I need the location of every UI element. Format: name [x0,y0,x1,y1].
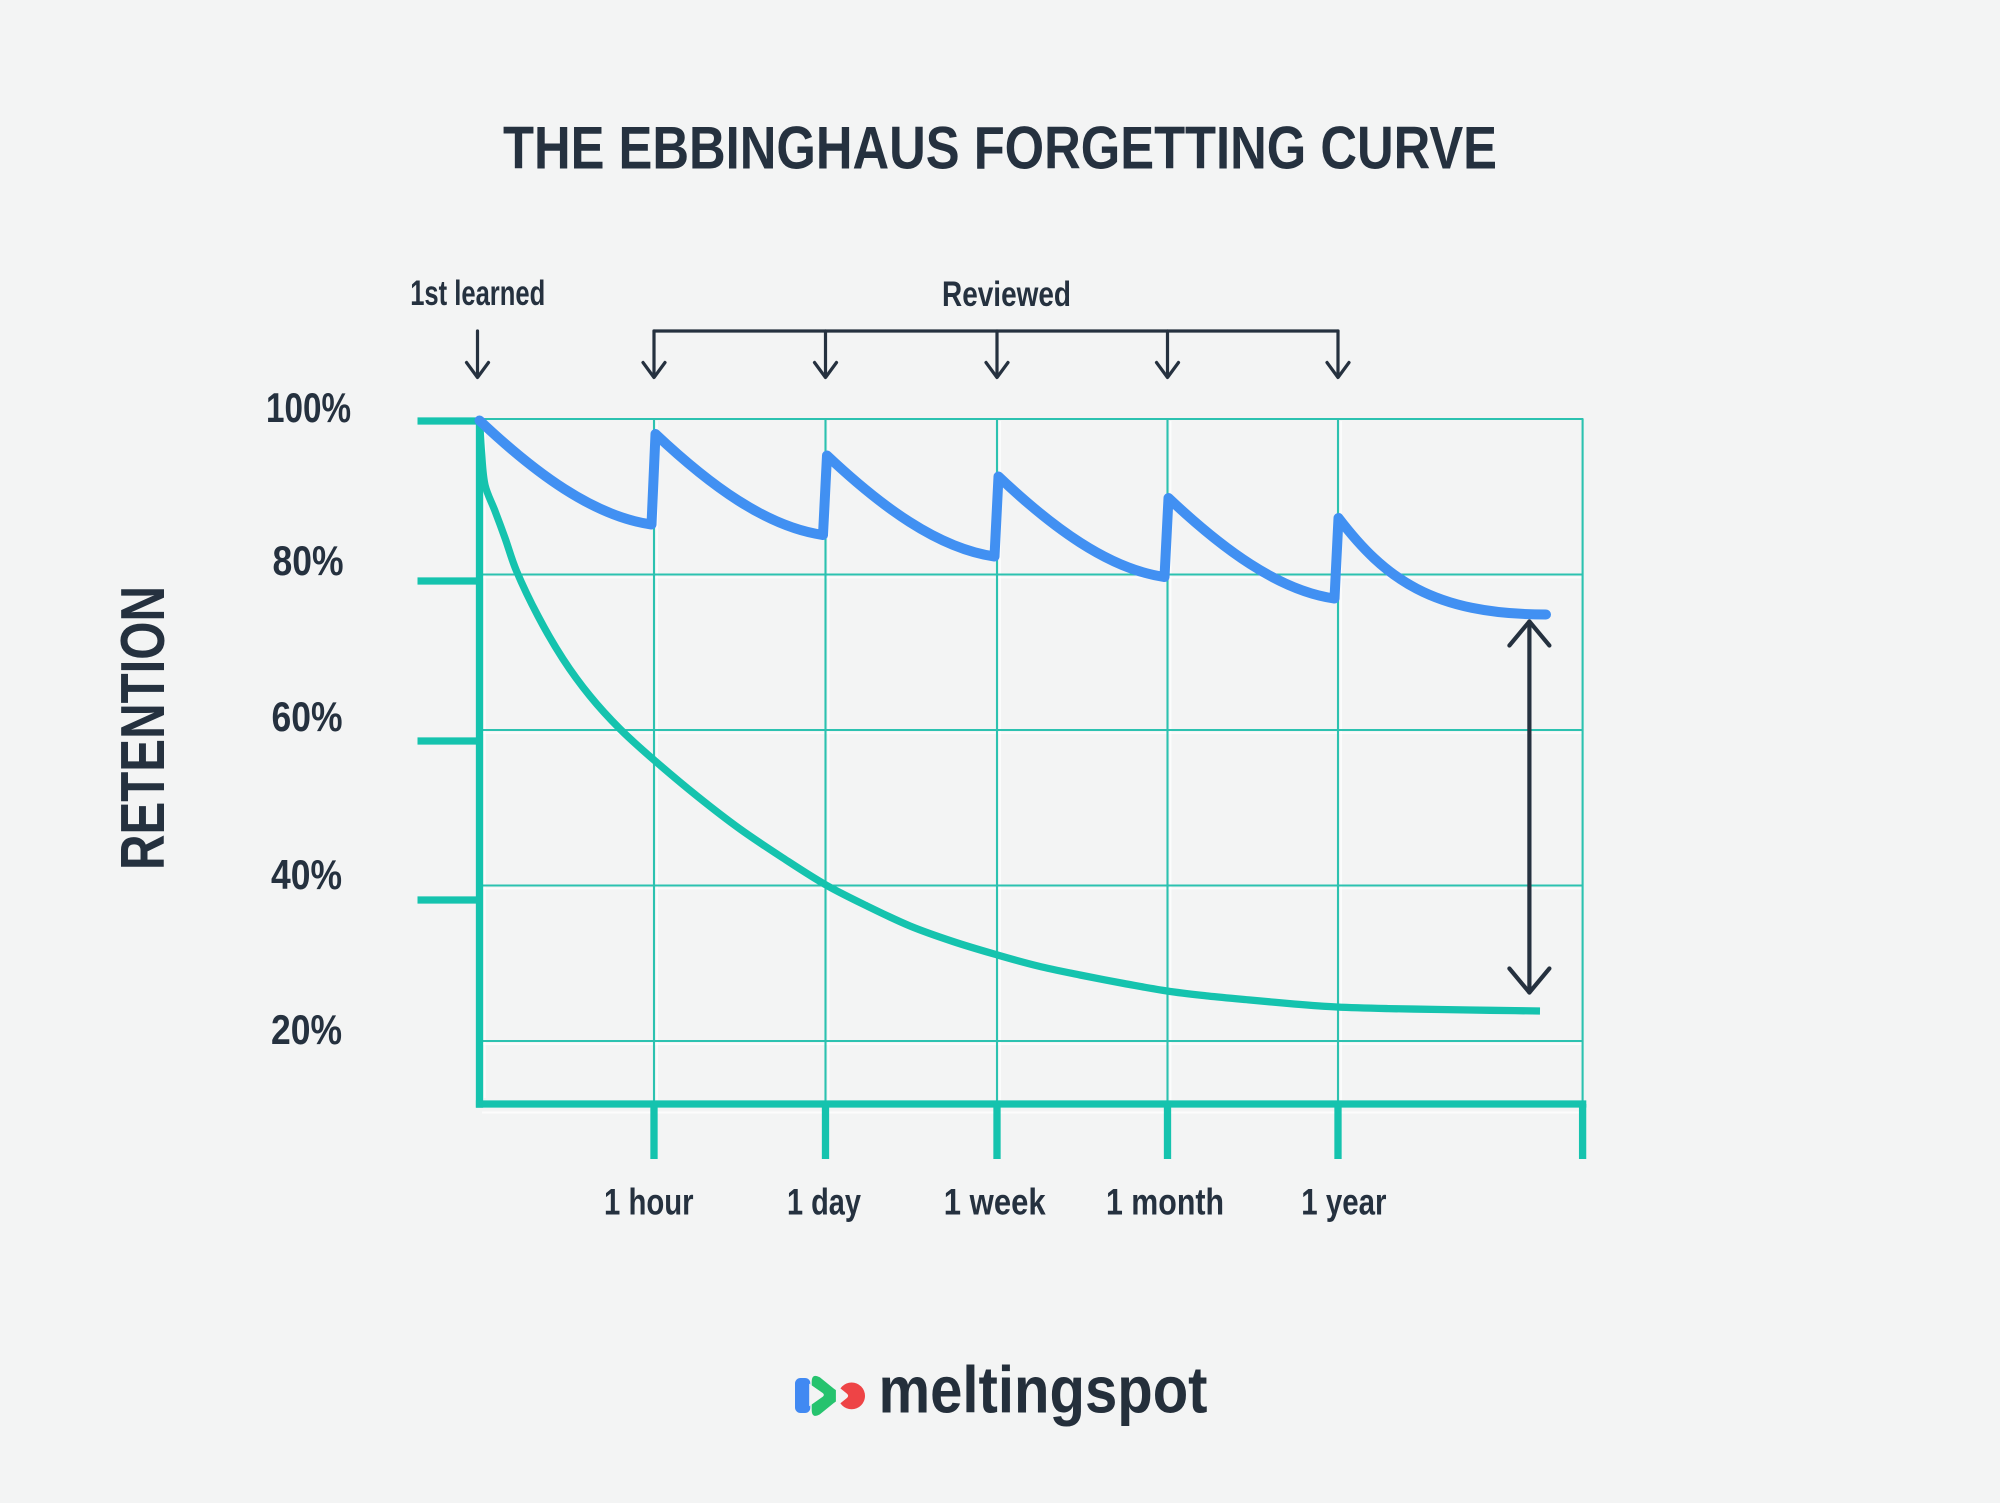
svg-text:20%: 20% [271,1006,342,1053]
svg-text:1st learned: 1st learned [410,274,545,313]
svg-text:60%: 60% [272,693,343,740]
svg-text:40%: 40% [271,851,342,898]
svg-text:meltingspot: meltingspot [879,1353,1208,1427]
svg-text:1 year: 1 year [1301,1181,1387,1223]
svg-text:80%: 80% [273,537,344,584]
svg-text:1 week: 1 week [944,1181,1046,1223]
svg-text:100%: 100% [266,384,351,431]
svg-text:THE EBBINGHAUS FORGETTING CURV: THE EBBINGHAUS FORGETTING CURVE [503,115,1497,182]
svg-text:1 day: 1 day [787,1181,861,1223]
svg-text:1 hour: 1 hour [604,1181,694,1223]
svg-text:Reviewed: Reviewed [942,275,1071,314]
svg-text:RETENTION: RETENTION [109,586,178,870]
svg-text:1 month: 1 month [1106,1181,1224,1223]
